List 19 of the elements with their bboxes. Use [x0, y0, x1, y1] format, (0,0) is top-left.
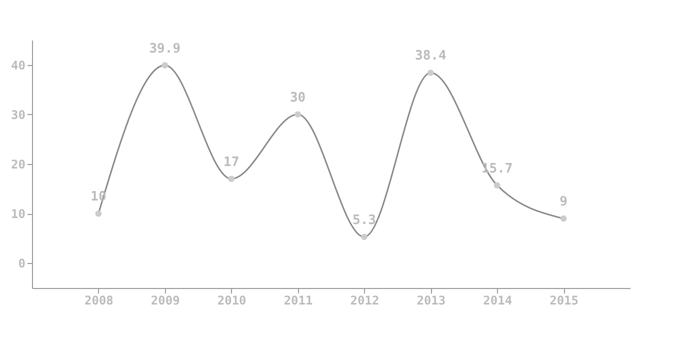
- x-tick-label: 2012: [350, 294, 380, 308]
- y-tick-label: 20: [11, 158, 26, 172]
- data-label: 39.9: [149, 41, 181, 56]
- data-label: 5.3: [352, 212, 376, 228]
- x-tick-label: 2014: [483, 294, 512, 308]
- y-tick-label: 30: [11, 108, 26, 122]
- x-tick-label: 2009: [150, 294, 180, 308]
- data-label: 30: [290, 90, 306, 106]
- x-tick-label: 2013: [416, 294, 446, 308]
- data-label: 17: [224, 154, 240, 170]
- y-tick-label: 40: [11, 58, 26, 72]
- y-tick-label: 0: [18, 256, 26, 271]
- data-label: 9: [560, 194, 568, 210]
- y-tick-label: 10: [11, 207, 26, 222]
- data-label: 38.4: [415, 48, 446, 64]
- x-tick-label: 2010: [217, 294, 246, 308]
- x-tick-label: 2008: [84, 294, 114, 308]
- x-tick-label: 2015: [550, 294, 579, 308]
- x-tick-label: 2011: [284, 294, 313, 308]
